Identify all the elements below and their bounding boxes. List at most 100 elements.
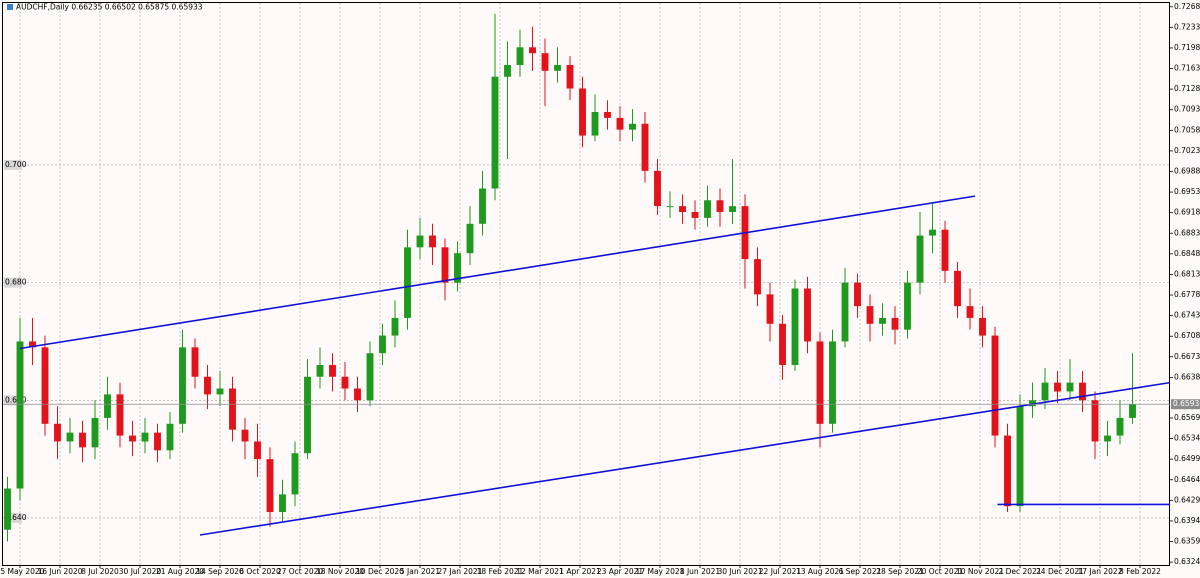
candle-body <box>1041 382 1049 401</box>
candle-body <box>1104 435 1111 442</box>
candle-body <box>91 417 99 448</box>
candle-body <box>466 223 474 254</box>
x-tick-label: 14 Sep 2020 <box>196 567 244 576</box>
candle-body <box>154 432 161 451</box>
level-label-bg <box>4 159 22 170</box>
y-tick-label: 0.64999 <box>1174 454 1200 463</box>
candle-body <box>541 53 549 71</box>
candle-body <box>79 432 86 448</box>
candle-body <box>216 388 224 395</box>
y-tick-label: 0.71289 <box>1174 84 1200 93</box>
x-tick-label: 21 Aug 2020 <box>156 567 204 576</box>
candle-body <box>104 394 111 418</box>
y-tick-label: 0.70589 <box>1174 125 1200 134</box>
candle-body <box>791 288 799 365</box>
candle-body <box>66 432 74 442</box>
x-tick-label: 16 Jun 2020 <box>37 567 82 576</box>
x-tick-label: 12 Mar 2021 <box>516 567 564 576</box>
y-tick-label: 0.67089 <box>1174 331 1200 340</box>
candle-body <box>516 47 524 65</box>
candle-body <box>191 347 199 377</box>
candle-body <box>1054 382 1061 392</box>
candle-body <box>441 247 449 283</box>
candle-body <box>829 341 836 424</box>
level-label-bg <box>4 512 22 523</box>
candle-body <box>529 47 536 54</box>
y-tick-label: 0.63949 <box>1174 516 1200 525</box>
candle-body <box>966 306 974 318</box>
candle-body <box>591 112 599 136</box>
y-tick-label: 0.71989 <box>1174 43 1200 52</box>
y-tick-label: 0.63599 <box>1174 537 1200 546</box>
candle-body <box>504 64 511 77</box>
chart-title: AUDCHF,Daily 0.66235 0.66502 0.65875 0.6… <box>16 3 203 12</box>
y-tick-label: 0.67439 <box>1174 311 1200 320</box>
current-price-box <box>1171 399 1200 410</box>
candle-body <box>804 288 811 342</box>
x-tick-label: 17 May 2021 <box>636 567 685 576</box>
candle-body <box>979 317 986 336</box>
candle-body <box>329 364 336 377</box>
candle-body <box>141 432 149 442</box>
candle-body <box>241 429 249 442</box>
candle-body <box>654 170 661 207</box>
level-label: 0.700 <box>5 160 27 169</box>
candle-body <box>666 206 674 208</box>
y-tick-label: 0.72339 <box>1174 22 1200 31</box>
candle-body <box>1066 382 1074 392</box>
candle-body <box>404 247 411 318</box>
candle-body <box>566 64 574 89</box>
candle-body <box>491 76 499 189</box>
candle-body <box>854 282 861 307</box>
candle-body <box>229 388 236 430</box>
candle-body <box>479 188 486 224</box>
y-tick-label: 0.70239 <box>1174 146 1200 155</box>
x-tick-label: 17 Jan 2022 <box>1078 567 1123 576</box>
candle-body <box>754 259 761 295</box>
x-tick-label: 5 Jan 2021 <box>400 567 440 576</box>
y-tick-label: 0.72689 <box>1174 2 1200 11</box>
x-tick-label: 10 Nov 2021 <box>956 567 1004 576</box>
candle-body <box>841 282 849 342</box>
x-tick-label: 18 Nov 2020 <box>316 567 364 576</box>
trendline <box>19 195 976 350</box>
x-tick-label: 25 May 2020 <box>0 567 45 576</box>
x-tick-label: 18 Feb 2021 <box>477 567 524 576</box>
candle-body <box>1004 435 1011 507</box>
candle-body <box>716 200 724 213</box>
candle-body <box>204 376 211 395</box>
candle-body <box>954 270 961 307</box>
candle-body <box>304 376 311 454</box>
candle-body <box>929 229 936 236</box>
y-tick-label: 0.69189 <box>1174 208 1200 217</box>
x-tick-label: 8 Feb 2022 <box>1119 567 1161 576</box>
y-tick-label: 0.71639 <box>1174 64 1200 73</box>
candle-body <box>604 112 611 118</box>
x-tick-label: 1 Apr 2021 <box>559 567 601 576</box>
candle-body <box>266 459 274 513</box>
candle-body <box>41 347 49 424</box>
y-tick-label: 0.63249 <box>1174 557 1200 566</box>
candle-body <box>116 394 124 436</box>
candle-body <box>454 253 461 283</box>
candle-body <box>691 212 699 218</box>
x-tick-label: 8 Jun 2021 <box>680 567 721 576</box>
x-tick-label: 24 Dec 2021 <box>1036 567 1084 576</box>
candle-body <box>29 341 36 348</box>
x-tick-label: 23 Apr 2021 <box>597 567 644 576</box>
x-tick-label: 10 Dec 2020 <box>356 567 404 576</box>
x-tick-label: 27 Jan 2021 <box>438 567 483 576</box>
candle-body <box>816 341 824 424</box>
candle-body <box>579 88 586 136</box>
y-tick-label: 0.65699 <box>1174 413 1200 422</box>
trendline <box>199 381 1171 536</box>
y-tick-label: 0.66389 <box>1174 372 1200 381</box>
level-label: 0.640 <box>5 513 27 522</box>
candle-body <box>254 441 261 460</box>
candle-body <box>366 353 374 401</box>
candle-body <box>729 206 736 213</box>
symbol-icon <box>7 4 13 10</box>
candle-body <box>416 235 424 248</box>
candle-body <box>916 235 924 283</box>
